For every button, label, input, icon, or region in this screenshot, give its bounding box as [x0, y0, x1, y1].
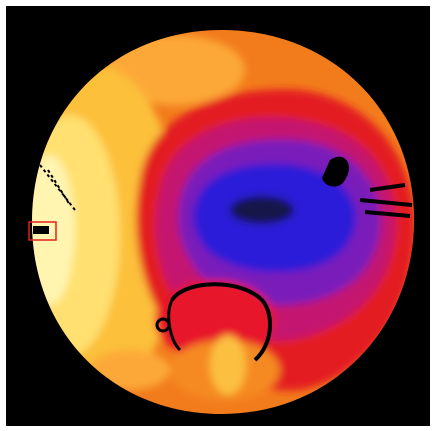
dark-core	[230, 196, 294, 224]
dark-patch-left	[33, 226, 49, 234]
page	[0, 0, 436, 431]
lower-yellow	[210, 335, 246, 395]
heat-map-image	[0, 0, 436, 431]
